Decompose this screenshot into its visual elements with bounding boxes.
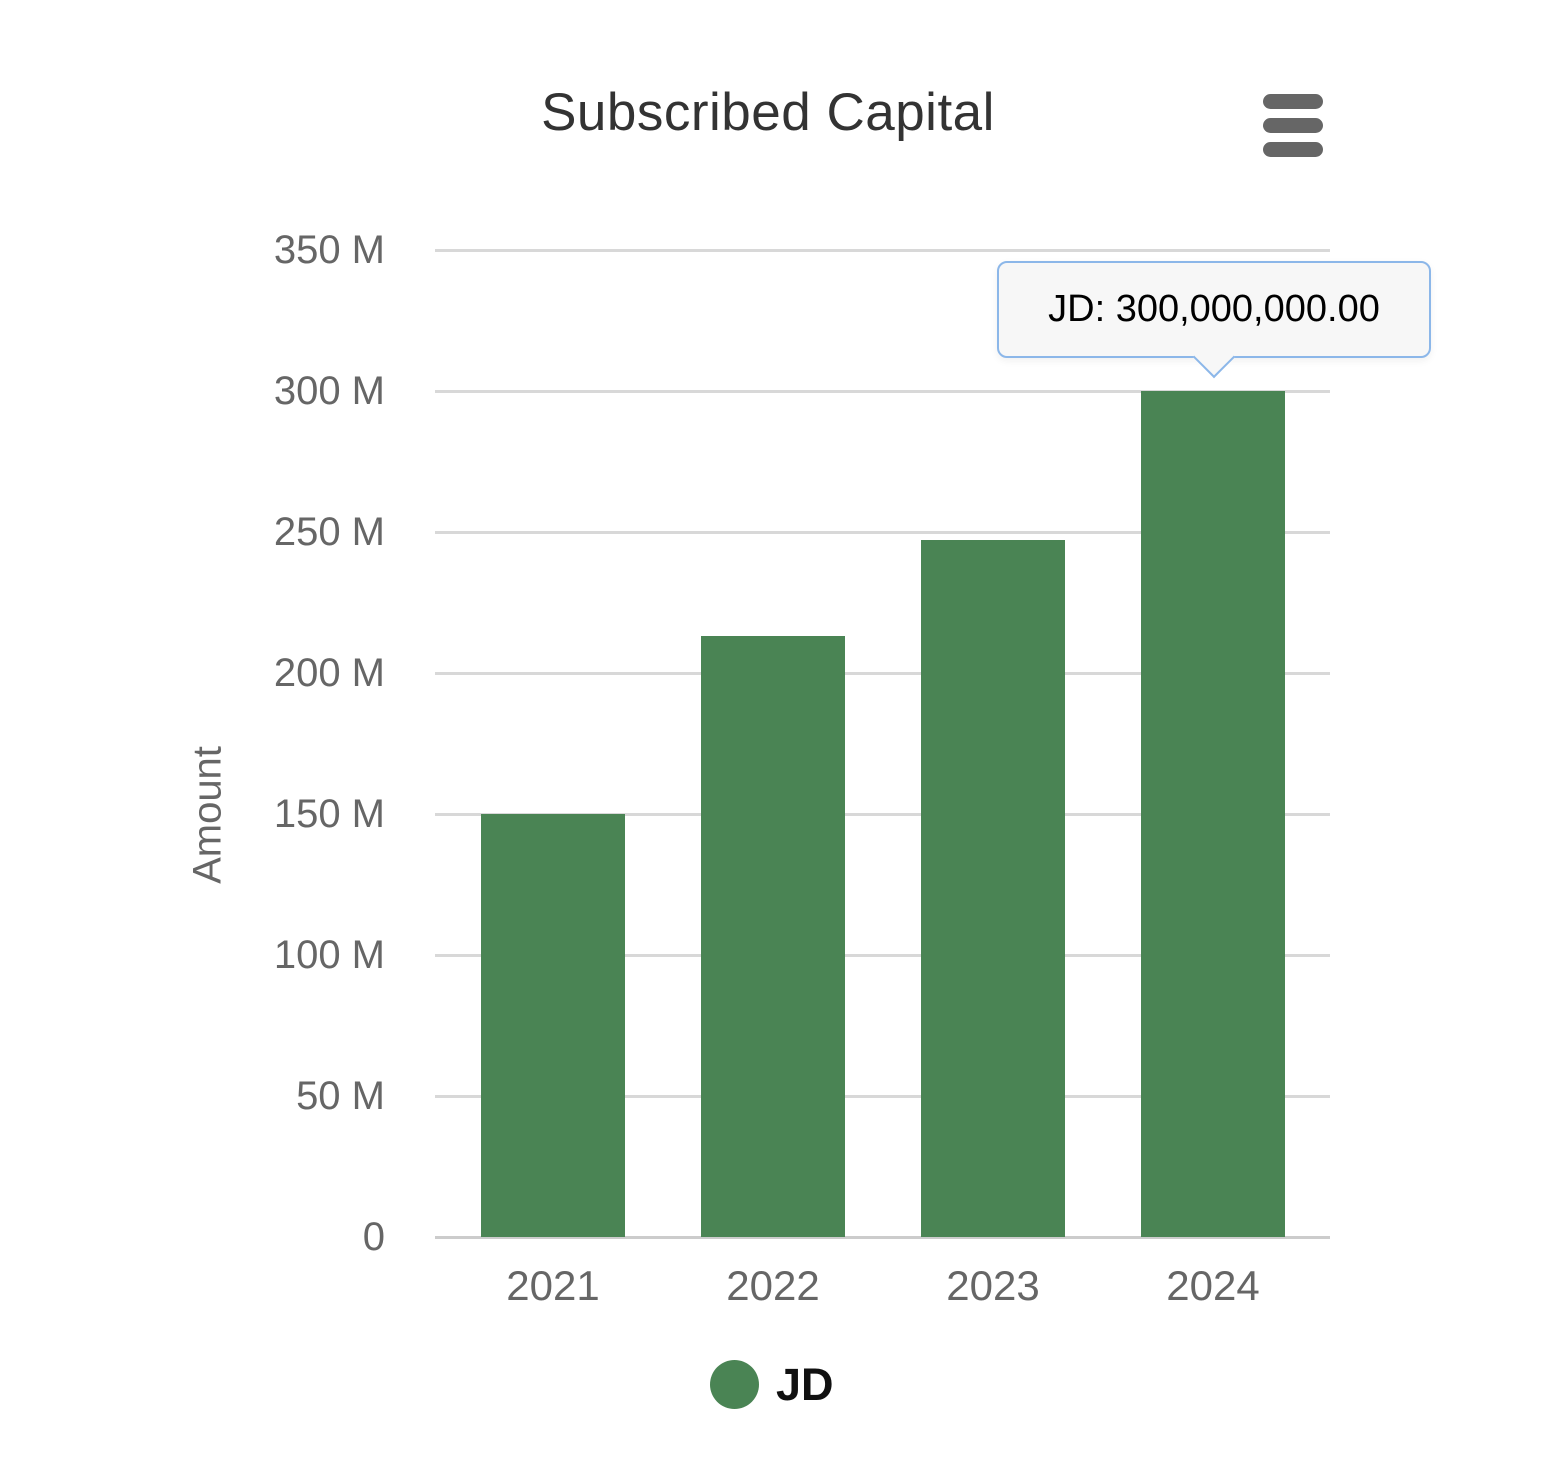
x-axis-category-label: 2024 bbox=[1166, 1262, 1260, 1309]
y-axis-tick-label: 100 M bbox=[273, 933, 385, 977]
legend-item-jd[interactable]: JD bbox=[710, 1360, 834, 1409]
y-axis-tick-label: 150 M bbox=[273, 792, 385, 836]
gridline bbox=[435, 812, 1330, 816]
y-axis-tick-label: 300 M bbox=[273, 369, 385, 413]
bar-2021[interactable] bbox=[481, 814, 625, 1237]
chart-title: Subscribed Capital bbox=[541, 83, 995, 142]
chart-context-menu-button[interactable] bbox=[1255, 86, 1331, 162]
y-axis-tick-label: 200 M bbox=[273, 651, 385, 695]
x-axis-category-label: 2022 bbox=[726, 1262, 820, 1309]
x-axis-category-label: 2023 bbox=[946, 1262, 1040, 1309]
gridline bbox=[435, 671, 1330, 675]
hamburger-menu-icon bbox=[1263, 94, 1323, 157]
gridline bbox=[435, 1094, 1330, 1098]
y-axis-tick-label: 250 M bbox=[273, 510, 385, 554]
y-axis-tick-label: 350 M bbox=[273, 228, 385, 272]
y-axis-tick-label: 50 M bbox=[296, 1074, 385, 1118]
legend-marker-icon bbox=[710, 1360, 759, 1409]
bar-2024[interactable] bbox=[1141, 391, 1285, 1237]
tooltip-text: JD: 300,000,000.00 bbox=[1048, 288, 1380, 330]
gridline bbox=[435, 953, 1330, 957]
bar-2023[interactable] bbox=[921, 540, 1065, 1237]
gridline bbox=[435, 530, 1330, 534]
tooltip: JD: 300,000,000.00 bbox=[997, 261, 1431, 379]
gridline bbox=[435, 389, 1330, 393]
legend-item-label: JD bbox=[776, 1359, 834, 1410]
x-axis-line bbox=[435, 1235, 1330, 1239]
bar-2022[interactable] bbox=[701, 636, 845, 1237]
x-axis-category-label: 2021 bbox=[506, 1262, 600, 1309]
gridline bbox=[435, 248, 1330, 252]
y-axis-tick-label: 0 bbox=[362, 1215, 385, 1259]
